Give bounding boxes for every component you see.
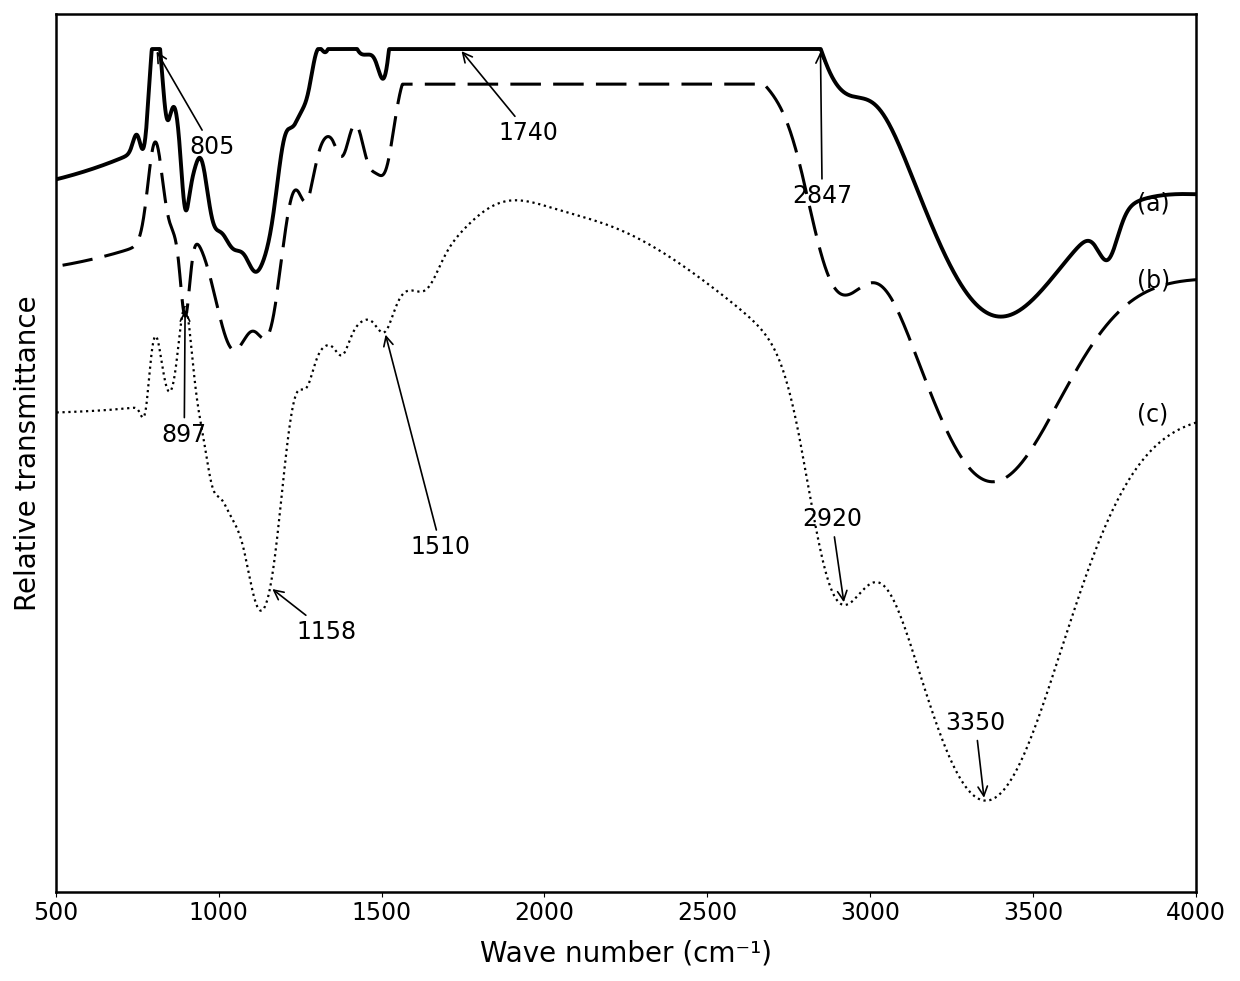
Text: (a): (a) [1137,191,1171,216]
X-axis label: Wave number (cm⁻¹): Wave number (cm⁻¹) [480,939,773,967]
Text: 1510: 1510 [384,336,471,559]
Text: 897: 897 [161,312,207,447]
Y-axis label: Relative transmittance: Relative transmittance [14,295,42,610]
Text: 1158: 1158 [274,591,357,644]
Text: 3350: 3350 [945,711,1006,796]
Text: 2920: 2920 [802,507,862,600]
Text: 805: 805 [157,53,234,159]
Text: (b): (b) [1137,269,1171,292]
Text: 1740: 1740 [463,53,559,145]
Text: 2847: 2847 [792,54,852,208]
Text: (c): (c) [1137,402,1169,426]
